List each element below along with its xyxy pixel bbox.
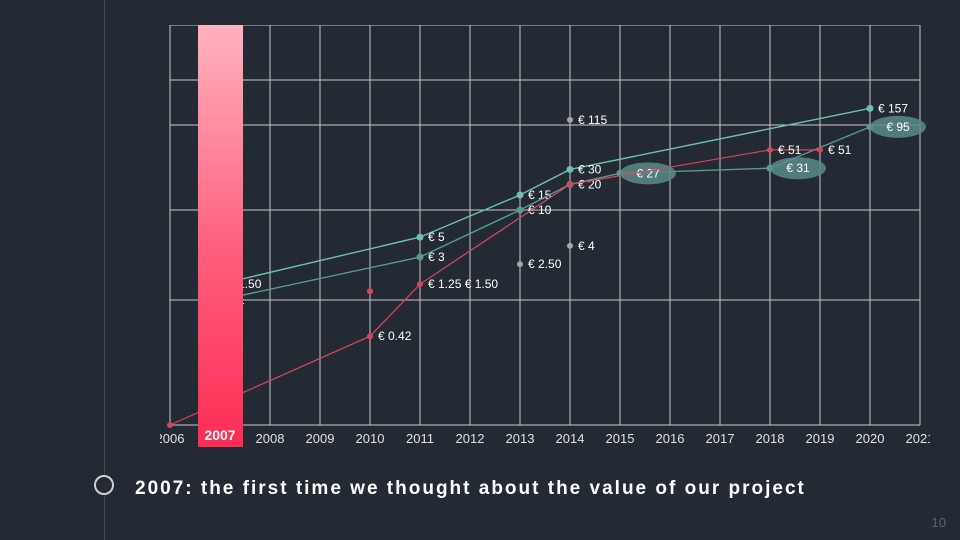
- x-tick-label: 2013: [506, 431, 535, 446]
- series-marker: [567, 117, 573, 123]
- series-marker: [367, 333, 373, 339]
- x-tick-label: 2012: [456, 431, 485, 446]
- value-pill-label: € 31: [786, 161, 810, 175]
- x-tick-label: 2020: [856, 431, 885, 446]
- series-marker: [867, 105, 874, 112]
- series-marker: [517, 207, 524, 214]
- x-tick-label: 2008: [256, 431, 285, 446]
- series-marker: [417, 234, 424, 241]
- series-marker: [567, 166, 574, 173]
- value-label: € 2.50: [528, 257, 562, 271]
- value-label: € 157: [878, 101, 908, 115]
- x-tick-label: 2006: [160, 431, 184, 446]
- value-label: € 51: [778, 143, 802, 157]
- value-label: € 4: [578, 239, 595, 253]
- x-tick-label: 2019: [806, 431, 835, 446]
- timeline-marker-circle: [94, 475, 114, 495]
- x-tick-label: 2011: [406, 431, 434, 446]
- x-tick-label: 2009: [306, 431, 335, 446]
- series-marker: [817, 147, 823, 153]
- value-label: € 1.25 € 1.50: [428, 277, 498, 291]
- value-chart: 2007 2006 2008 2009 2010 2011 2012 2013 2014 201…: [160, 25, 930, 455]
- series-marker: [167, 422, 173, 428]
- x-tick-label: 2021: [906, 431, 930, 446]
- series-marker: [417, 281, 423, 287]
- highlight-year-bar: [198, 25, 243, 447]
- x-tick-label: 2010: [356, 431, 385, 446]
- x-tick-label: 2014: [556, 431, 585, 446]
- value-label: € 0.42: [378, 329, 412, 343]
- x-tick-label: 2018: [756, 431, 785, 446]
- value-label: € 5: [428, 230, 445, 244]
- x-tick-label: 2015: [606, 431, 635, 446]
- value-label: € 30: [578, 162, 602, 176]
- series-marker: [367, 288, 373, 294]
- value-label: € 3: [428, 250, 445, 264]
- series-marker: [417, 254, 424, 261]
- series-marker: [567, 181, 573, 187]
- value-pill-label: € 95: [886, 120, 910, 134]
- highlight-year-label: 2007: [198, 427, 243, 443]
- series-marker: [517, 261, 523, 267]
- timeline-vertical-line: [104, 0, 105, 540]
- value-label: € 115: [578, 113, 607, 127]
- series-marker: [567, 243, 573, 249]
- value-label: € 51: [828, 143, 852, 157]
- chart-svg: 2006 2008 2009 2010 2011 2012 2013 2014 2015 2016…: [160, 25, 930, 455]
- slide-caption: 2007: the first time we thought about th…: [135, 478, 806, 500]
- series-marker: [517, 192, 524, 199]
- x-tick-label: 2016: [656, 431, 685, 446]
- value-pill-label: € 27: [636, 166, 660, 180]
- slide-number: 10: [932, 515, 946, 530]
- series-marker: [767, 147, 773, 153]
- x-tick-label: 2017: [706, 431, 735, 446]
